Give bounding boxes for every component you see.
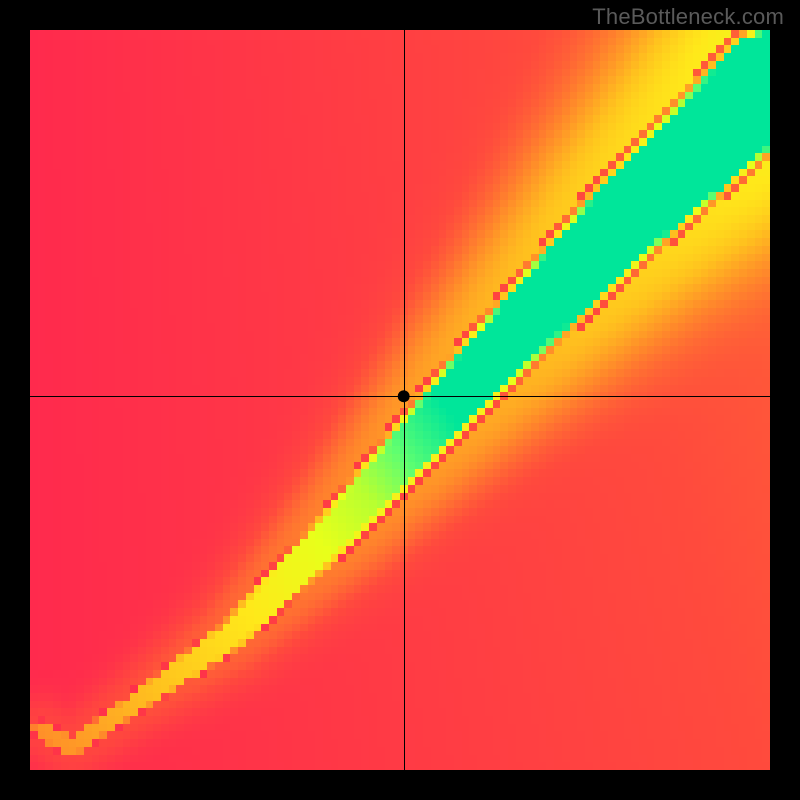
watermark-text: TheBottleneck.com [592,4,784,30]
heatmap-canvas [30,30,770,770]
plot-area [30,30,770,770]
figure-container: TheBottleneck.com [0,0,800,800]
